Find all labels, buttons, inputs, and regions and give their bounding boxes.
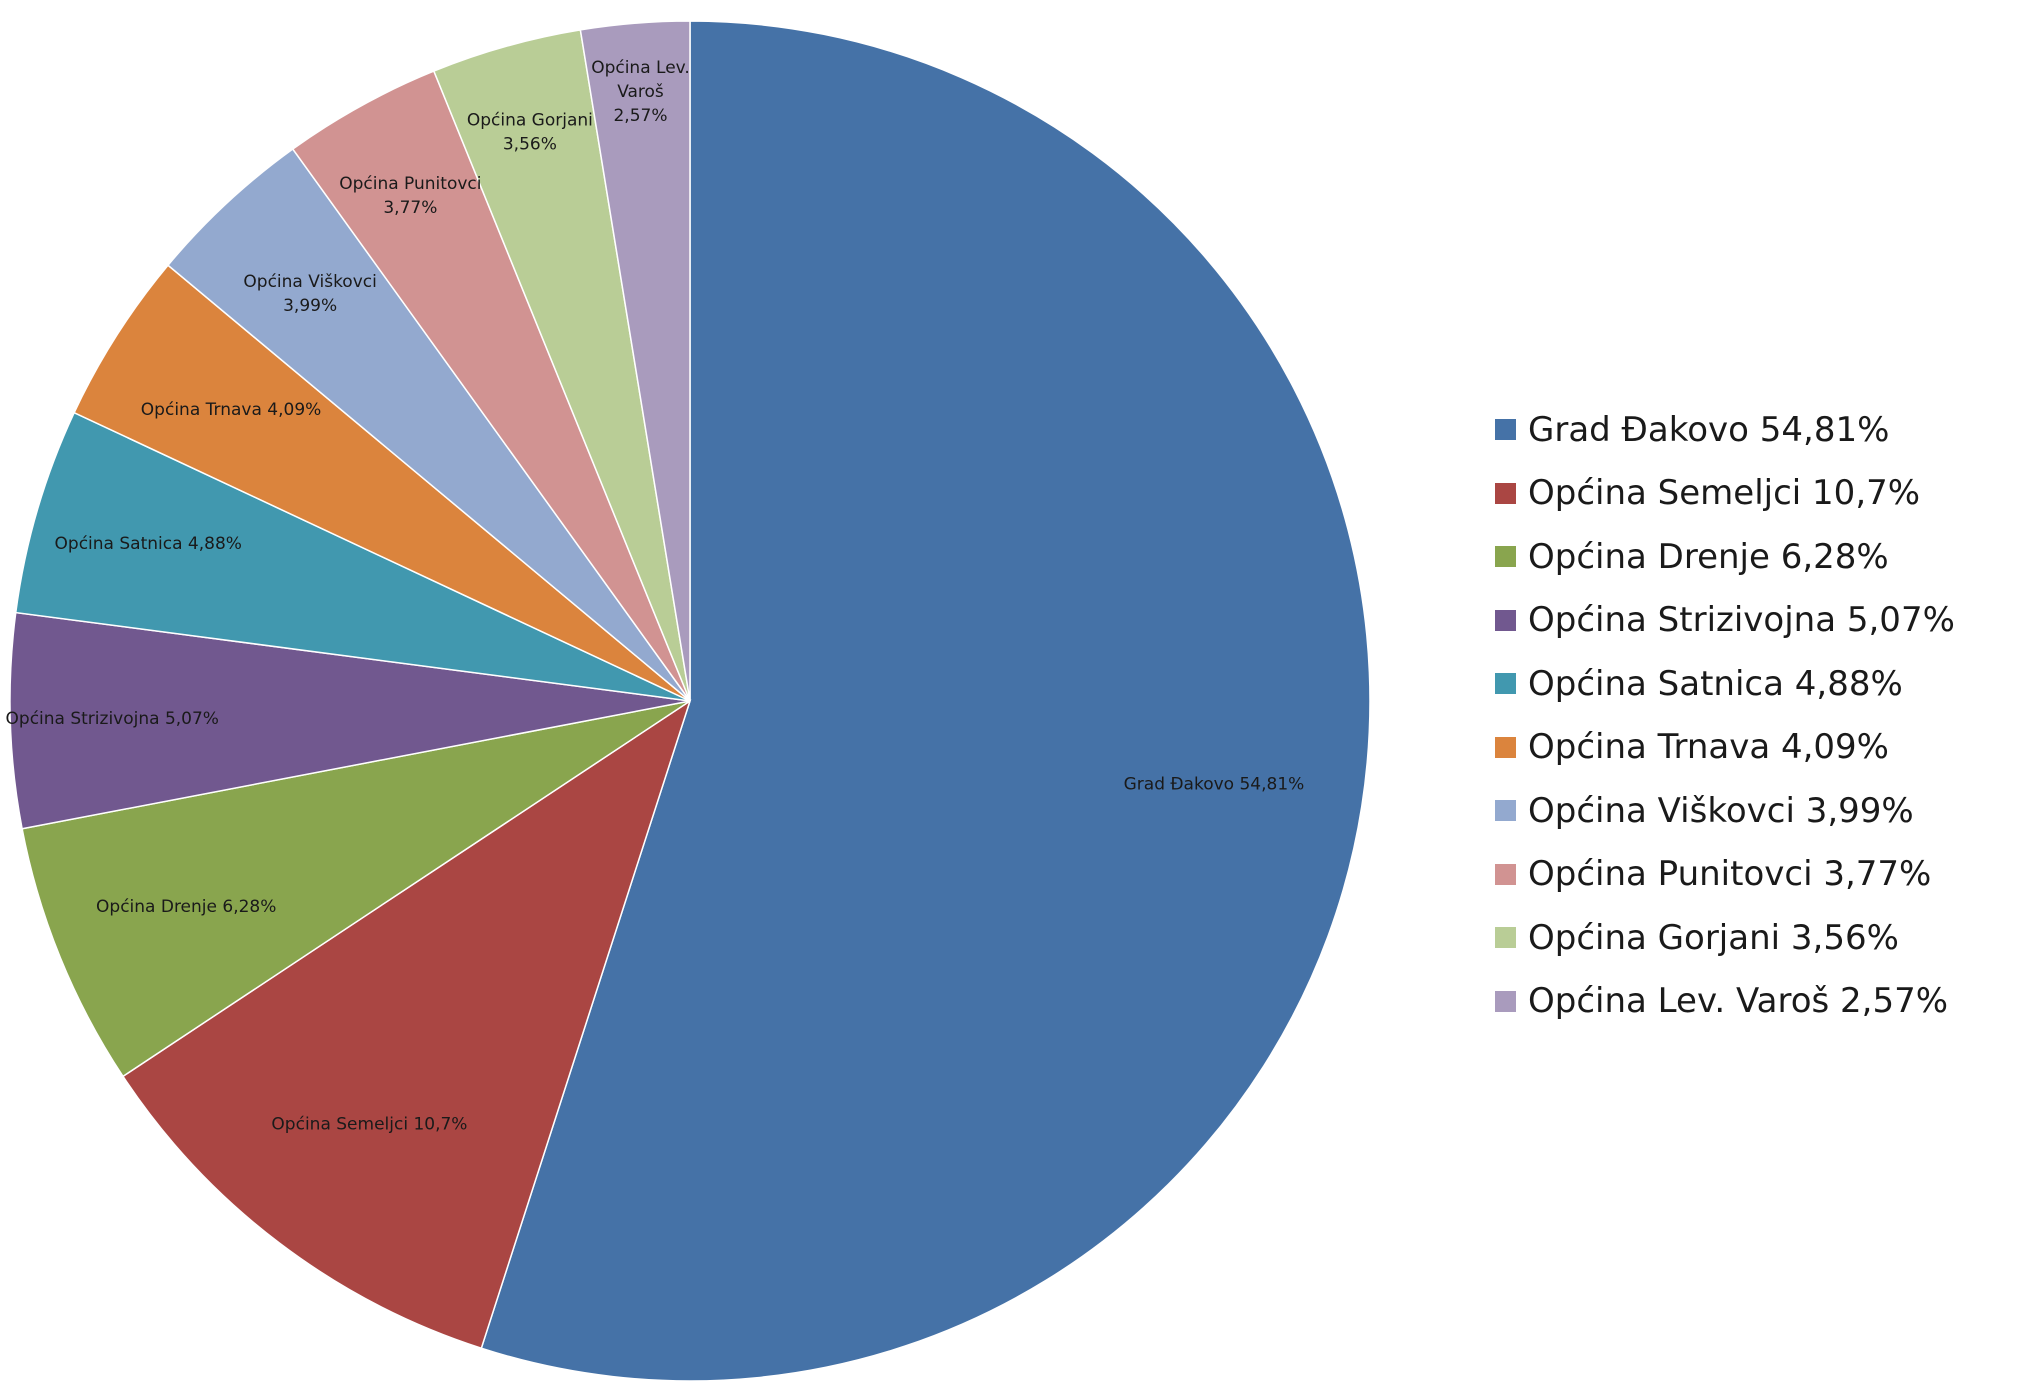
legend-label: Grad Đakovo 54,81% [1528, 409, 1890, 450]
legend-item-opcina-semeljci: Općina Semeljci 10,7% [1495, 462, 1995, 526]
slice-label-opcina-satnica: Općina Satnica 4,88% [55, 534, 242, 554]
pie-slice-opcina-semeljci [121, 699, 692, 1350]
slice-label-opcina-strizivojna: Općina Strizivojna 5,07% [6, 709, 219, 729]
legend-label: Općina Semeljci 10,7% [1528, 473, 1921, 514]
legend-swatch [1495, 736, 1516, 758]
pie-slice-opcina-strizivojna [9, 611, 691, 830]
slice-label-grad-dakovo: Grad Đakovo 54,81% [1124, 774, 1305, 794]
legend-label: Općina Strizivojna 5,07% [1528, 600, 1955, 641]
legend-item-opcina-strizivojna: Općina Strizivojna 5,07% [1495, 589, 1995, 653]
legend-item-opcina-viskovci: Općina Viškovci 3,99% [1495, 779, 1995, 843]
legend-swatch [1495, 990, 1516, 1012]
legend-swatch [1495, 419, 1516, 441]
slice-label-opcina-drenje: Općina Drenje 6,28% [96, 897, 276, 917]
legend-swatch [1495, 800, 1516, 822]
slice-label-opcina-lev-varos: Općina Lev. Varoš 2,57% [591, 58, 690, 126]
pie-slice-opcina-satnica [14, 411, 691, 702]
legend-item-opcina-punitovci: Općina Punitovci 3,77% [1495, 843, 1995, 907]
legend-label: Općina Viškovci 3,99% [1528, 790, 1914, 831]
slice-label-opcina-punitovci: Općina Punitovci 3,77% [339, 174, 481, 218]
legend-swatch [1495, 927, 1516, 949]
pie-slice-opcina-lev-varos [579, 20, 691, 702]
slice-label-opcina-semeljci: Općina Semeljci 10,7% [271, 1115, 467, 1135]
legend-swatch [1495, 482, 1516, 504]
legend-item-grad-dakovo: Grad Đakovo 54,81% [1495, 398, 1995, 462]
legend-item-opcina-lev-varos: Općina Lev. Varoš 2,57% [1495, 970, 1995, 1034]
legend-label: Općina Drenje 6,28% [1528, 536, 1889, 577]
legend-label: Općina Trnava 4,09% [1528, 727, 1889, 768]
pie-slice-opcina-drenje [21, 700, 691, 1078]
slice-label-opcina-gorjani: Općina Gorjani 3,56% [467, 110, 593, 154]
legend-label: Općina Satnica 4,88% [1528, 663, 1903, 704]
legend-item-opcina-drenje: Općina Drenje 6,28% [1495, 525, 1995, 589]
legend-item-opcina-trnava: Općina Trnava 4,09% [1495, 716, 1995, 780]
legend-label: Općina Lev. Varoš 2,57% [1528, 981, 1949, 1022]
legend-label: Općina Gorjani 3,56% [1528, 917, 1899, 958]
legend-item-opcina-gorjani: Općina Gorjani 3,56% [1495, 906, 1995, 970]
legend-item-opcina-satnica: Općina Satnica 4,88% [1495, 652, 1995, 716]
pie-slice-grad-dakovo [480, 20, 1371, 1382]
slice-label-opcina-viskovci: Općina Viškovci 3,99% [243, 272, 376, 316]
legend-swatch [1495, 863, 1516, 885]
slice-label-opcina-trnava: Općina Trnava 4,09% [141, 400, 322, 420]
legend-swatch [1495, 609, 1516, 631]
pie-slice-opcina-trnava [73, 264, 691, 702]
chart-legend: Grad Đakovo 54,81% Općina Semeljci 10,7% O… [1495, 398, 1995, 1033]
legend-swatch [1495, 546, 1516, 568]
legend-label: Općina Punitovci 3,77% [1528, 854, 1932, 895]
legend-swatch [1495, 673, 1516, 695]
